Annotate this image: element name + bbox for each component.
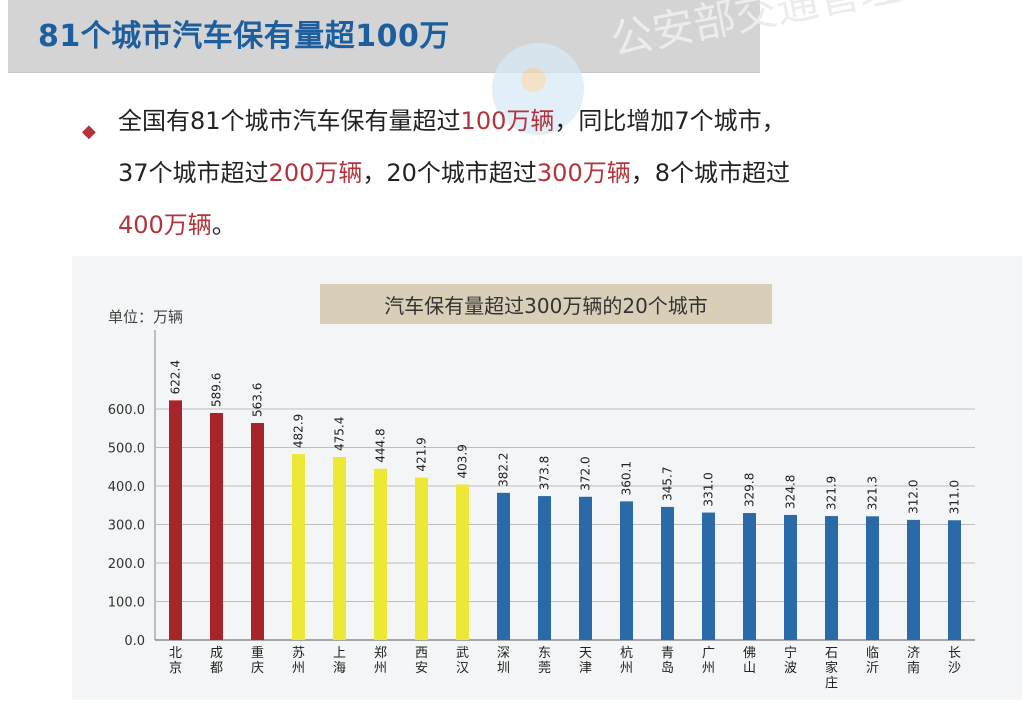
page-title: 81个城市汽车保有量超100万 — [38, 19, 450, 54]
y-tick-label: 600.0 — [108, 403, 145, 418]
value-label: 331.0 — [702, 472, 716, 506]
category-label: 广州 — [702, 646, 715, 676]
value-label: 444.8 — [374, 428, 388, 462]
value-label: 589.6 — [210, 373, 224, 407]
bar — [169, 400, 182, 640]
category-label: 东莞 — [538, 646, 551, 676]
category-label: 西安 — [415, 646, 428, 676]
bar — [743, 513, 756, 640]
police-badge-watermark — [492, 43, 584, 135]
value-label: 329.8 — [743, 473, 757, 507]
bar — [866, 516, 879, 640]
bullet-highlight: 100万辆 — [460, 107, 555, 135]
category-label: 临沂 — [866, 646, 879, 676]
bar — [907, 519, 920, 640]
bullet-text: 。 — [211, 211, 236, 239]
value-label: 312.0 — [907, 480, 921, 514]
y-tick-label: 400.0 — [108, 480, 145, 495]
unit-label: 单位：万辆 — [108, 308, 184, 326]
chart-title: 汽车保有量超过300万辆的20个城市 — [320, 284, 772, 324]
bar — [702, 512, 715, 640]
diamond-bullet-icon: ◆ — [82, 121, 96, 142]
category-label: 成都 — [210, 646, 223, 676]
category-label: 石家庄 — [825, 646, 838, 691]
bar — [948, 520, 961, 640]
bar — [538, 496, 551, 640]
title-band: 81个城市汽车保有量超100万 — [8, 0, 760, 73]
category-label: 佛山 — [743, 646, 756, 676]
bar — [251, 423, 264, 640]
category-label: 宁波 — [784, 645, 797, 676]
value-label: 382.2 — [497, 452, 511, 486]
value-label: 372.0 — [579, 456, 593, 490]
bullet-text: ，8个城市超过 — [630, 159, 790, 187]
bullet-line-2: 37个城市超过200万辆，20个城市超过300万辆，8个城市超过 — [118, 147, 790, 199]
bullet-text: 全国有81个城市汽车保有量超过 — [118, 107, 461, 135]
value-label: 622.4 — [169, 360, 183, 394]
bar — [579, 496, 592, 640]
bullet-highlight: 200万辆 — [268, 159, 363, 187]
y-tick-label: 500.0 — [108, 442, 145, 457]
bullet-text: ，同比增加7个城市， — [554, 107, 786, 135]
value-label: 311.0 — [948, 480, 962, 514]
bar — [292, 454, 305, 640]
value-label: 373.8 — [538, 456, 552, 490]
bar — [825, 516, 838, 640]
value-label: 421.9 — [415, 437, 429, 471]
category-label: 长沙 — [948, 646, 961, 676]
bullet-highlight: 300万辆 — [536, 159, 631, 187]
bar — [415, 477, 428, 640]
value-label: 324.8 — [784, 475, 798, 509]
category-label: 苏州 — [292, 645, 305, 676]
bullet-text: 37个城市超过 — [118, 159, 269, 187]
category-label: 济南 — [907, 646, 920, 676]
bar — [620, 501, 633, 640]
y-tick-label: 200.0 — [108, 557, 145, 572]
value-label: 475.4 — [333, 417, 347, 451]
value-label: 360.1 — [620, 461, 634, 495]
category-label: 青岛 — [661, 646, 674, 676]
category-label: 天津 — [579, 646, 592, 676]
category-label: 深圳 — [497, 646, 510, 676]
category-label: 杭州 — [620, 646, 633, 676]
bar — [374, 468, 387, 640]
y-tick-label: 100.0 — [108, 596, 145, 611]
value-label: 563.6 — [251, 383, 265, 417]
bar — [333, 456, 346, 640]
bar — [661, 506, 674, 640]
value-label: 321.9 — [825, 476, 839, 510]
bar — [210, 413, 223, 640]
value-label: 482.9 — [292, 414, 306, 448]
category-label: 武汉 — [456, 646, 469, 676]
y-tick-label: 0.0 — [124, 634, 145, 649]
y-tick-label: 300.0 — [108, 519, 145, 534]
value-label: 345.7 — [661, 467, 675, 501]
bullet-text: ，20个城市超过 — [362, 159, 537, 187]
category-label: 重庆 — [251, 645, 264, 676]
bar — [456, 484, 469, 640]
bullet-line-3: 400万辆。 — [118, 199, 236, 251]
category-label: 郑州 — [374, 646, 387, 676]
value-label: 321.3 — [866, 476, 880, 510]
category-label: 北京 — [169, 646, 182, 676]
bullet-line-1: 全国有81个城市汽车保有量超过100万辆，同比增加7个城市， — [118, 95, 786, 147]
bullet-highlight: 400万辆 — [118, 211, 212, 239]
bar — [497, 492, 510, 640]
bar — [784, 514, 797, 640]
category-label: 上海 — [333, 646, 346, 676]
value-label: 403.9 — [456, 444, 470, 478]
